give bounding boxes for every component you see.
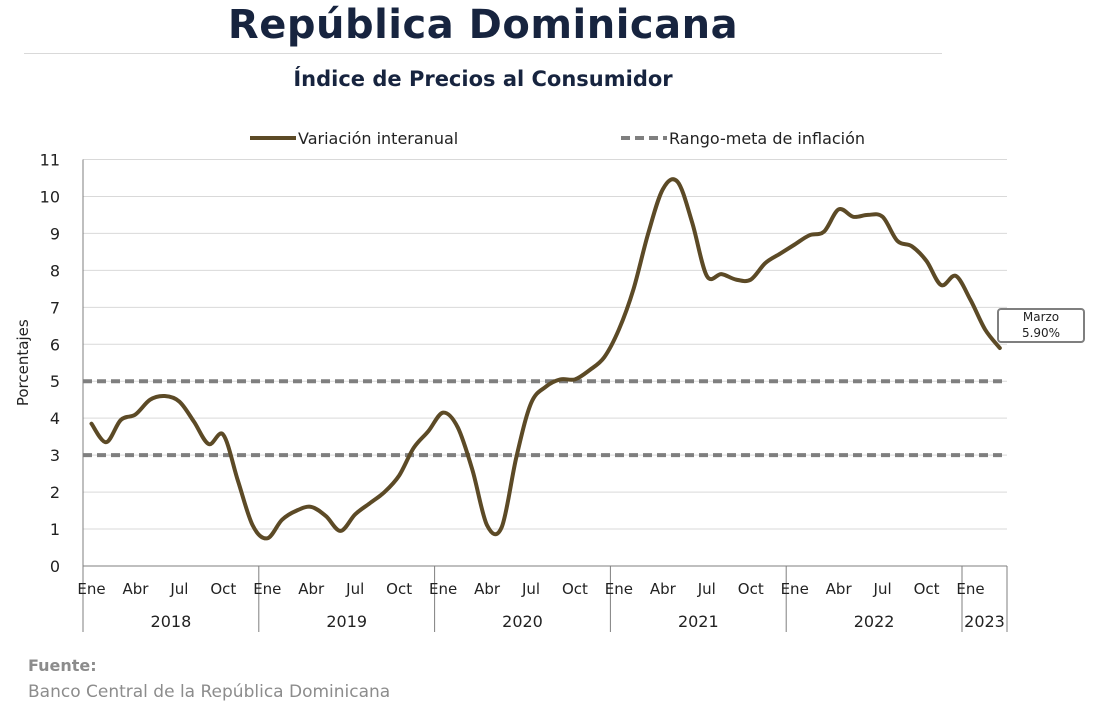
x-tick-label-2022-Ene: Ene (781, 580, 809, 598)
year-label-2023: 2023 (964, 612, 1005, 631)
chart-subtitle: Índice de Precios al Consumidor (293, 67, 673, 91)
y-tick-label-6: 6 (50, 335, 60, 354)
legend-label-rango-meta: Rango-meta de inflación (669, 129, 865, 148)
x-tick-label-2023-Ene: Ene (956, 580, 984, 598)
x-tick-label-2018-Jul: Jul (169, 580, 188, 598)
y-tick-label-8: 8 (50, 261, 60, 280)
x-tick-label-2018-Abr: Abr (122, 580, 149, 598)
x-tick-label-2019-Abr: Abr (298, 580, 325, 598)
last-value-annotation: Marzo 5.90% (997, 308, 1085, 343)
annotation-value: 5.90% (1022, 326, 1060, 340)
target-range-lines (83, 379, 1007, 458)
x-tick-label-2022-Oct: Oct (914, 580, 940, 598)
year-label-2021: 2021 (678, 612, 719, 631)
x-tick-label-2022-Jul: Jul (873, 580, 892, 598)
y-tick-label-3: 3 (50, 446, 60, 465)
legend: Variación interanual Rango-meta de infla… (250, 129, 865, 148)
annotation-label: Marzo (1023, 310, 1059, 324)
axes: 0 1 2 3 4 5 6 7 8 9 10 11 Porcentajes Ene Abr Jul Oct 201… (14, 151, 1008, 632)
source-text: Banco Central de la República Dominicana (28, 682, 391, 702)
x-tick-label-2018-Ene: Ene (77, 580, 105, 598)
x-tick-label-2019-Oct: Oct (386, 580, 412, 598)
x-tick-label-2020-Abr: Abr (474, 580, 501, 598)
x-tick-label-2018-Oct: Oct (210, 580, 236, 598)
source-heading: Fuente: (28, 656, 97, 675)
series-layer (89, 177, 1002, 541)
x-tick-label-2020-Oct: Oct (562, 580, 588, 598)
y-tick-label-4: 4 (50, 409, 60, 428)
x-tick-label-2020-Ene: Ene (429, 580, 457, 598)
legend-label-variacion: Variación interanual (298, 129, 458, 148)
x-tick-label-2021-Ene: Ene (605, 580, 633, 598)
year-label-2022: 2022 (854, 612, 895, 631)
x-tick-label-2022-Abr: Abr (826, 580, 853, 598)
y-tick-label-7: 7 (50, 298, 60, 317)
x-tick-label-2021-Oct: Oct (738, 580, 764, 598)
x-tick-label-2019-Jul: Jul (345, 580, 364, 598)
title-divider (24, 53, 942, 54)
y-tick-label-10: 10 (40, 187, 60, 206)
y-tick-label-11: 11 (40, 151, 60, 170)
year-label-2020: 2020 (502, 612, 543, 631)
x-tick-label-2019-Ene: Ene (253, 580, 281, 598)
chart-title: República Dominicana (227, 2, 739, 48)
x-tick-label-2021-Jul: Jul (697, 580, 716, 598)
x-tick-label-2020-Jul: Jul (521, 580, 540, 598)
year-label-2018: 2018 (151, 612, 192, 631)
y-tick-label-0: 0 (50, 557, 60, 576)
y-tick-label-1: 1 (50, 520, 60, 539)
y-tick-label-2: 2 (50, 483, 60, 502)
series-line-variacion-interanual (89, 177, 1002, 541)
y-tick-label-5: 5 (50, 372, 60, 391)
x-tick-label-2021-Abr: Abr (650, 580, 677, 598)
y-axis-title: Porcentajes (14, 319, 32, 406)
annotation-box (997, 308, 1085, 343)
y-tick-label-9: 9 (50, 224, 60, 243)
year-label-2019: 2019 (326, 612, 367, 631)
